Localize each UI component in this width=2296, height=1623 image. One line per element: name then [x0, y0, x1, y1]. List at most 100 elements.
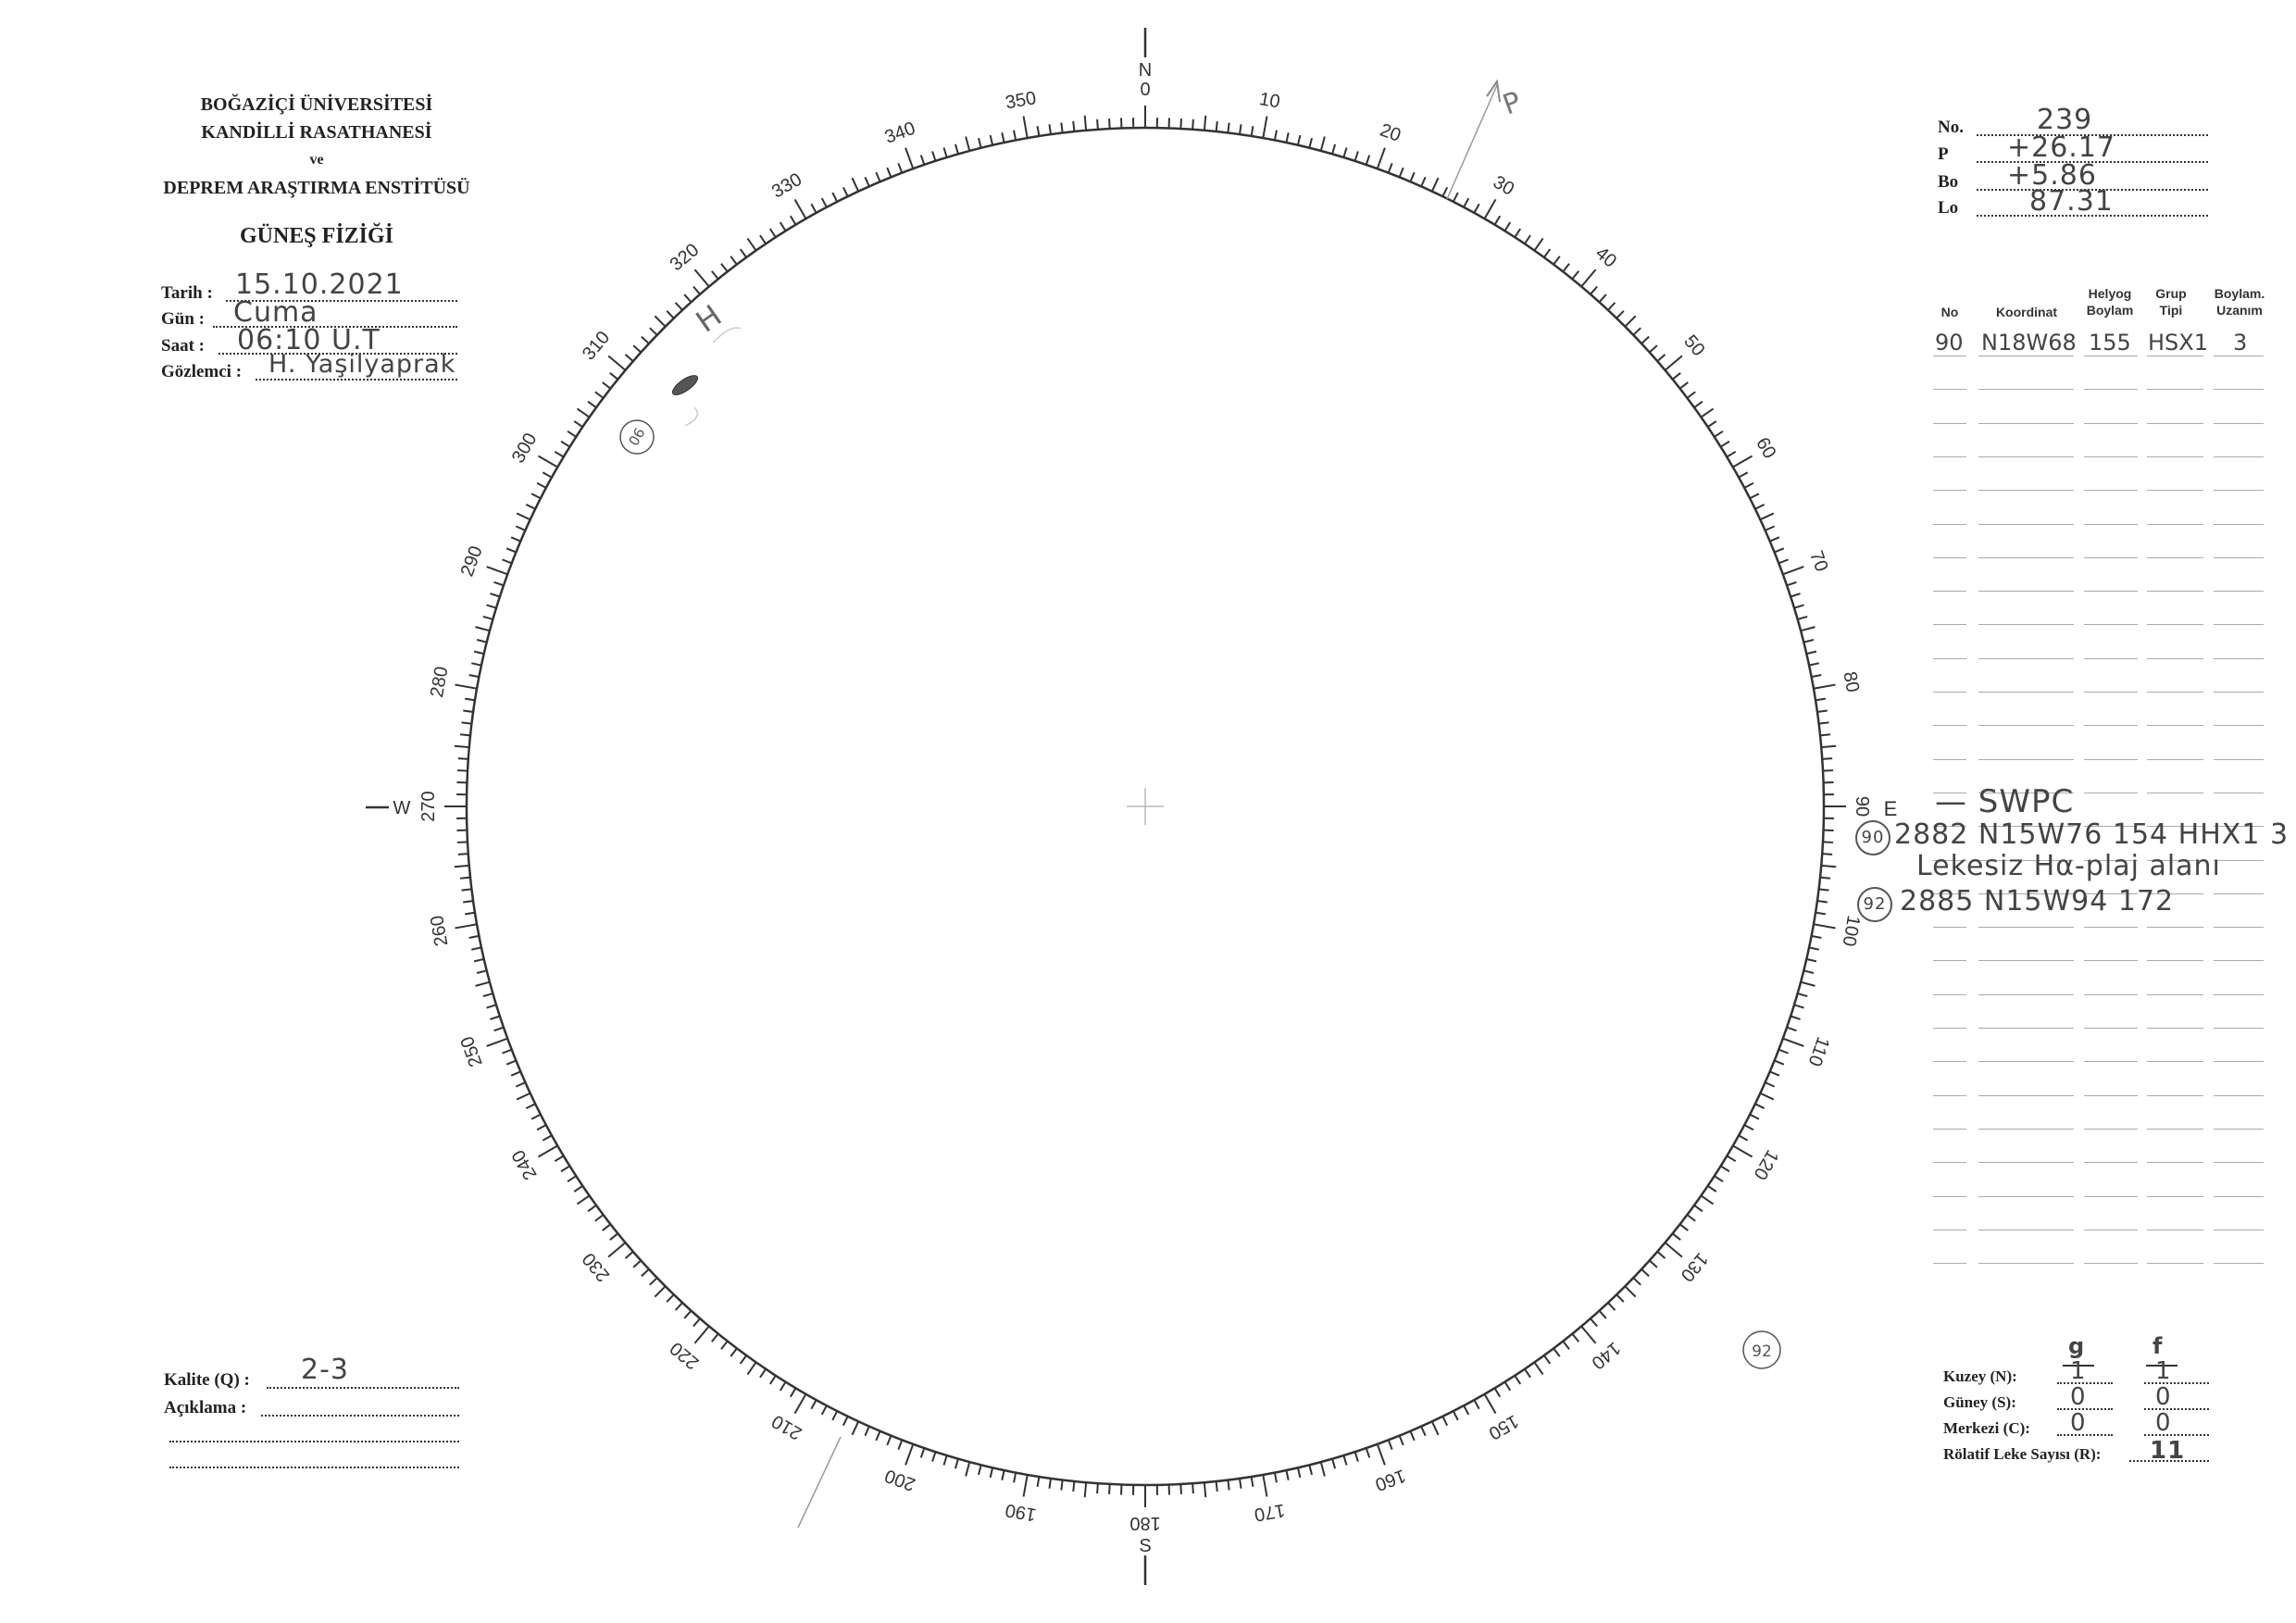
degree-tick [649, 1277, 658, 1286]
degree-tick [720, 263, 729, 273]
time-label: Saat : [161, 336, 205, 356]
degree-tick [476, 969, 488, 974]
observer-value[interactable]: H. Yaşilyaprak [268, 350, 456, 379]
table-rule [2084, 960, 2138, 962]
degree-tick [1813, 683, 1836, 690]
group-marker-90[interactable]: 90 [625, 425, 648, 449]
degree-tick [537, 1144, 558, 1158]
degree-tick [554, 450, 565, 458]
center-g-value[interactable]: 0 [2070, 1409, 2087, 1437]
degree-tick [1387, 1439, 1393, 1450]
swpc-group-marker-90: 90 [1855, 820, 1890, 855]
relative-number-value[interactable]: 11 [2150, 1437, 2186, 1465]
observer-line [256, 379, 457, 381]
south-g-value[interactable]: 0 [2070, 1383, 2087, 1411]
group-marker-92[interactable]: 92 [1752, 1342, 1772, 1361]
degree-tick [573, 420, 583, 428]
degree-tick [711, 270, 719, 280]
day-value[interactable]: Cuma [233, 296, 318, 329]
col-header-no: No [1940, 305, 1959, 319]
table-rule [2084, 591, 2138, 593]
sunspot[interactable] [669, 372, 700, 398]
degree-tick [1818, 721, 1829, 725]
degree-tick [594, 1214, 605, 1222]
degree-tick [1227, 122, 1230, 133]
remarks-line-2[interactable] [169, 1441, 459, 1442]
degree-tick [1805, 957, 1817, 963]
degree-tick [1811, 934, 1822, 939]
degree-tick [1803, 969, 1815, 974]
degree-tick [1365, 155, 1371, 166]
degree-tick [1656, 354, 1666, 362]
time-value[interactable]: 06:10 U.T [237, 324, 381, 356]
degree-tick [942, 1454, 948, 1466]
degree-tick [919, 155, 926, 166]
center-crosshair [1127, 788, 1164, 825]
degree-tick [864, 176, 870, 187]
degree-tick [693, 285, 701, 295]
lo-line [1977, 215, 2208, 217]
institution-line-3: ve [309, 152, 324, 168]
table-rule [2147, 456, 2203, 457]
institution-line-2: KANDİLLİ RASATHANESİ [201, 122, 432, 143]
degree-tick [1813, 923, 1836, 930]
quality-value[interactable]: 2-3 [301, 1354, 349, 1386]
degree-tick [693, 1325, 710, 1344]
day-line [213, 326, 457, 328]
degree-tick [1514, 228, 1522, 238]
table-rule [2084, 927, 2138, 929]
north-f-value[interactable]: 1 [2155, 1357, 2172, 1385]
degree-tick [730, 256, 738, 266]
no-value[interactable]: 239 [2037, 104, 2093, 136]
f-underline [2146, 1365, 2177, 1367]
degree-tick [587, 400, 597, 408]
p-value[interactable]: +26.17 [2007, 131, 2116, 164]
table-rule [1978, 657, 2074, 659]
relative-number-line [2129, 1460, 2209, 1462]
day-label: Gün : [161, 309, 205, 329]
degree-tick [1714, 430, 1724, 438]
table-rule [1978, 1195, 2074, 1197]
table-rule [2084, 1263, 2138, 1265]
center-f-line [2144, 1434, 2209, 1436]
degree-tick [1553, 256, 1561, 266]
south-f-value[interactable]: 0 [2155, 1383, 2172, 1411]
lo-value[interactable]: 87.31 [2029, 185, 2114, 218]
north-f-line [2144, 1382, 2209, 1384]
bo-value[interactable]: +5.86 [2007, 159, 2097, 192]
degree-tick [1463, 1405, 1470, 1416]
degree-tick [1778, 1048, 1789, 1055]
date-label: Tarih : [161, 283, 213, 303]
table-rule [1978, 893, 2074, 894]
table-rule [2084, 893, 2138, 894]
degree-tick [502, 1048, 513, 1055]
table-rule [2084, 657, 2138, 659]
table-rule [1978, 1128, 2074, 1130]
degree-tick [1409, 1430, 1416, 1442]
table-rule [2147, 1263, 2203, 1265]
degree-tick [666, 310, 675, 319]
degree-tick [954, 1458, 959, 1469]
table-rule [2147, 927, 2203, 929]
degree-tick [471, 662, 482, 667]
north-g-value[interactable]: 1 [2070, 1357, 2087, 1385]
table-rule [2147, 893, 2203, 894]
remarks-line-1[interactable] [261, 1415, 459, 1417]
degree-tick [502, 558, 513, 565]
degree-tick [1678, 1223, 1689, 1231]
table-rule [2147, 556, 2203, 558]
degree-tick [515, 525, 526, 531]
degree-tick [1664, 355, 1683, 371]
center-f-value[interactable]: 0 [2155, 1409, 2172, 1437]
degree-tick [1262, 1474, 1268, 1497]
east-label: E [1884, 797, 1898, 820]
date-value[interactable]: 15.10.2021 [235, 268, 404, 301]
date-line [226, 300, 457, 302]
degree-tick [1250, 1476, 1254, 1487]
degree-tick [1273, 130, 1278, 141]
degree-tick [793, 198, 807, 219]
remarks-line-3[interactable] [169, 1467, 459, 1468]
degree-tick [1693, 1205, 1703, 1213]
degree-tick [1571, 1333, 1579, 1342]
